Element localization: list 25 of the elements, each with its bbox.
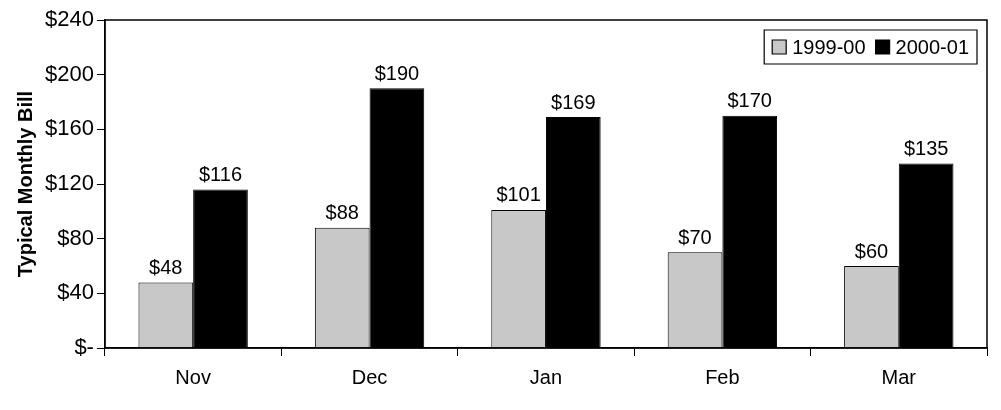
- data-label: $169: [551, 90, 596, 113]
- data-label: $60: [854, 239, 889, 262]
- data-label: $88: [325, 201, 359, 224]
- y-tick-label: $200: [44, 60, 94, 86]
- x-tick-label: Nov: [175, 365, 211, 388]
- y-tick-label: $-: [74, 334, 94, 360]
- legend-label: 1999-00: [792, 35, 866, 58]
- x-tick-label: Dec: [351, 365, 388, 388]
- y-axis-title: Typical Monthly Bill: [13, 90, 36, 278]
- data-label: $101: [496, 183, 541, 206]
- y-tick-label: $160: [44, 115, 94, 141]
- data-label: $70: [678, 225, 712, 248]
- y-tick-label: $120: [44, 170, 94, 196]
- y-tick-label: $40: [57, 279, 94, 305]
- data-label: $190: [374, 61, 420, 84]
- data-label: $170: [727, 89, 772, 112]
- y-tick-label: $80: [57, 224, 94, 250]
- x-tick-label: Jan: [529, 365, 563, 388]
- data-label: $135: [903, 137, 949, 160]
- legend-label: 2000-01: [895, 35, 970, 58]
- y-tick-label: $240: [44, 6, 94, 32]
- data-label: $116: [198, 162, 242, 185]
- data-label: $48: [149, 255, 183, 278]
- x-tick-label: Feb: [705, 365, 740, 388]
- x-tick-label: Mar: [881, 365, 917, 388]
